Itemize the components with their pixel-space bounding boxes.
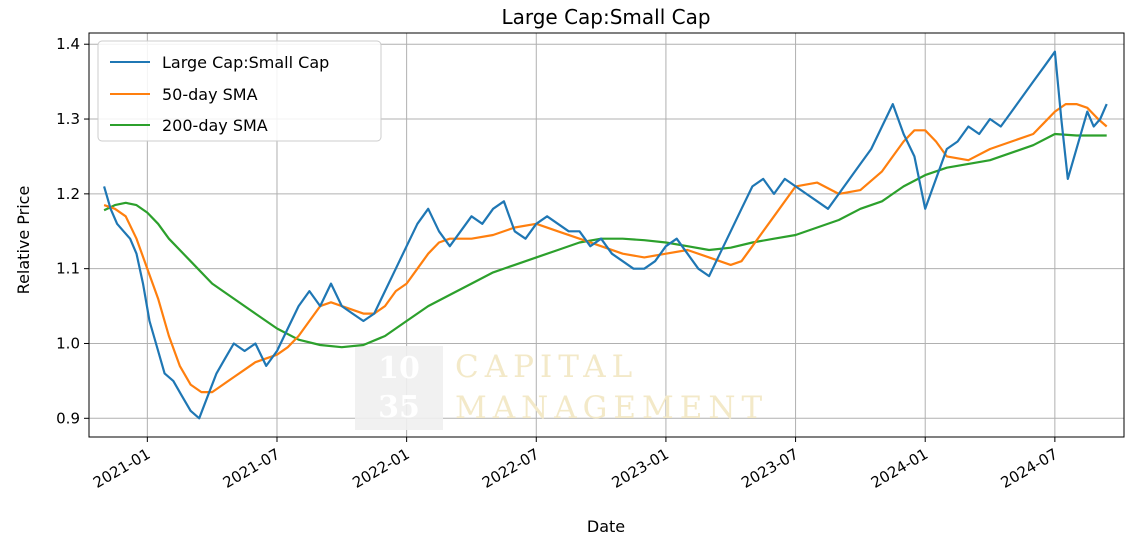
- legend-label-large-cap-small-cap: Large Cap:Small Cap: [162, 53, 329, 72]
- legend-box: [97, 40, 382, 142]
- watermark-text-management: MANAGEMENT: [455, 390, 768, 426]
- y-tick-label: 1.3: [56, 110, 80, 128]
- y-tick-label: 0.9: [56, 409, 80, 427]
- legend: Large Cap:Small Cap 50-day SMA 200-day S…: [97, 40, 382, 142]
- y-tick-label: 1.2: [56, 185, 80, 203]
- legend-label-50-day-sma: 50-day SMA: [162, 85, 258, 104]
- series-line-50-day-sma: [103, 102, 1108, 394]
- watermark-logo-box: [355, 346, 443, 430]
- watermark: 10 35 CAPITAL MANAGEMENT: [355, 346, 768, 430]
- series-line-large-cap-small-cap: [103, 50, 1108, 420]
- y-axis-title: Relative Price: [14, 186, 33, 295]
- watermark-logo-number-top: 10: [378, 351, 420, 386]
- watermark-text-capital: CAPITAL: [455, 349, 638, 385]
- y-tick-label: 1.0: [56, 334, 80, 352]
- chart-title: Large Cap:Small Cap: [501, 5, 710, 29]
- watermark-logo-number-bottom: 35: [378, 390, 420, 425]
- plot-frame: [88, 32, 1125, 438]
- x-axis-title: Date: [587, 517, 625, 536]
- series-layer: [103, 50, 1108, 420]
- y-tick-label: 1.4: [56, 35, 80, 53]
- legend-label-200-day-sma: 200-day SMA: [162, 116, 268, 135]
- y-tick-label: 1.1: [56, 260, 80, 278]
